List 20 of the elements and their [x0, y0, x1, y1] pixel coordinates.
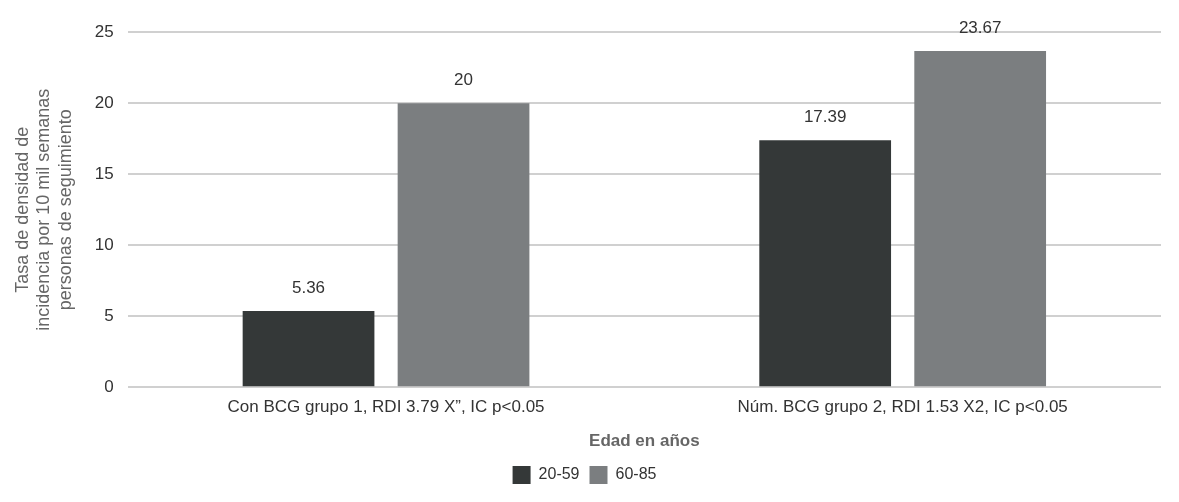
y-tick-label: 10 — [94, 234, 114, 254]
x-axis-title: Edad en años — [589, 431, 700, 451]
y-tick-label: 0 — [104, 376, 114, 396]
x-tick-label: Núm. BCG grupo 2, RDI 1.53 X2, IC p<0.05 — [737, 397, 1068, 417]
bar — [397, 103, 530, 387]
legend-label: 20-59 — [538, 465, 580, 483]
bar — [759, 140, 892, 387]
bar — [914, 51, 1047, 387]
data-label: 23.67 — [958, 18, 1002, 38]
data-label: 5.36 — [291, 278, 326, 298]
legend-label: 60-85 — [615, 465, 657, 483]
y-tick-label: 15 — [94, 163, 114, 183]
y-tick-label: 25 — [94, 21, 114, 41]
data-label: 17.39 — [803, 107, 847, 127]
x-tick-label: Con BCG grupo 1, RDI 3.79 X”, IC p<0.05 — [227, 397, 545, 417]
y-tick-label: 5 — [104, 305, 114, 325]
bar — [242, 311, 375, 387]
data-label: 20 — [454, 70, 473, 90]
y-tick-label: 20 — [94, 92, 114, 112]
y-axis-title: Tasa de densidad de incidencia por 10 mil semanas personas de seguimiento — [11, 88, 75, 331]
